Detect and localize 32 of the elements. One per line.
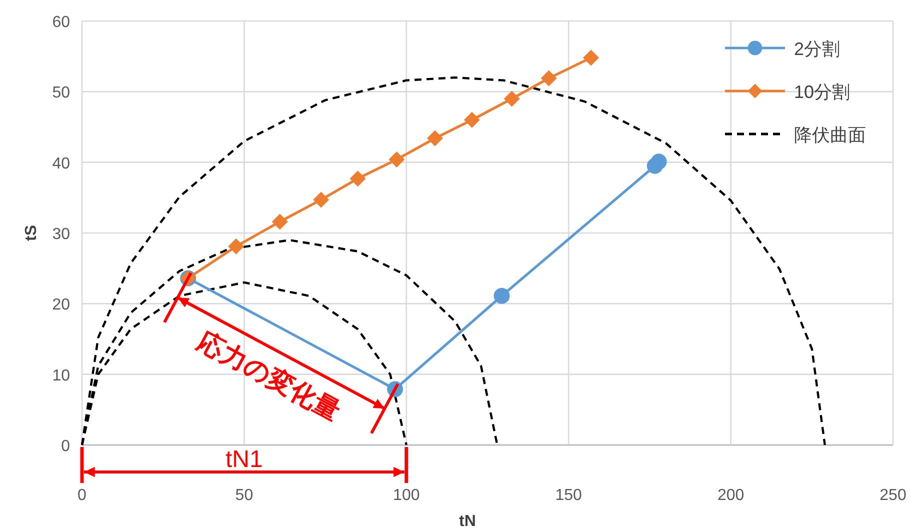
y-tick-label: 0: [61, 438, 70, 455]
y-tick-label: 10: [52, 367, 70, 384]
y-axis-title: tS: [23, 224, 40, 241]
x-tick-label: 50: [235, 487, 254, 504]
y-tick-label: 30: [52, 226, 70, 243]
point: [350, 170, 366, 187]
y-tick-label: 40: [52, 155, 70, 172]
point: [494, 288, 510, 304]
x-tick-label: 150: [555, 487, 582, 504]
legend-label: 降伏曲面: [794, 125, 866, 145]
point: [313, 192, 330, 208]
text: tN1: [226, 446, 263, 473]
point: [582, 50, 599, 66]
legend-label: 2分割: [794, 39, 840, 59]
point: [426, 130, 443, 146]
point: [650, 154, 667, 170]
point: [540, 70, 557, 86]
y-tick-label: 20: [52, 296, 70, 314]
x-tick-label: 250: [880, 487, 906, 504]
x-axis-title: tN: [459, 513, 476, 530]
point: [228, 238, 244, 254]
legend-label: 10分割: [794, 82, 850, 102]
x-tick-label: 0: [78, 487, 87, 504]
annotation: 応力の変化量: [192, 325, 346, 426]
x-tick-label: 200: [717, 487, 744, 504]
point: [464, 112, 480, 128]
point: [388, 152, 405, 168]
x-tick-label: 100: [393, 487, 420, 504]
y-tick-label: 50: [52, 84, 70, 102]
point: [504, 90, 520, 107]
point: [272, 214, 288, 230]
y-tick-label: 60: [52, 14, 70, 31]
